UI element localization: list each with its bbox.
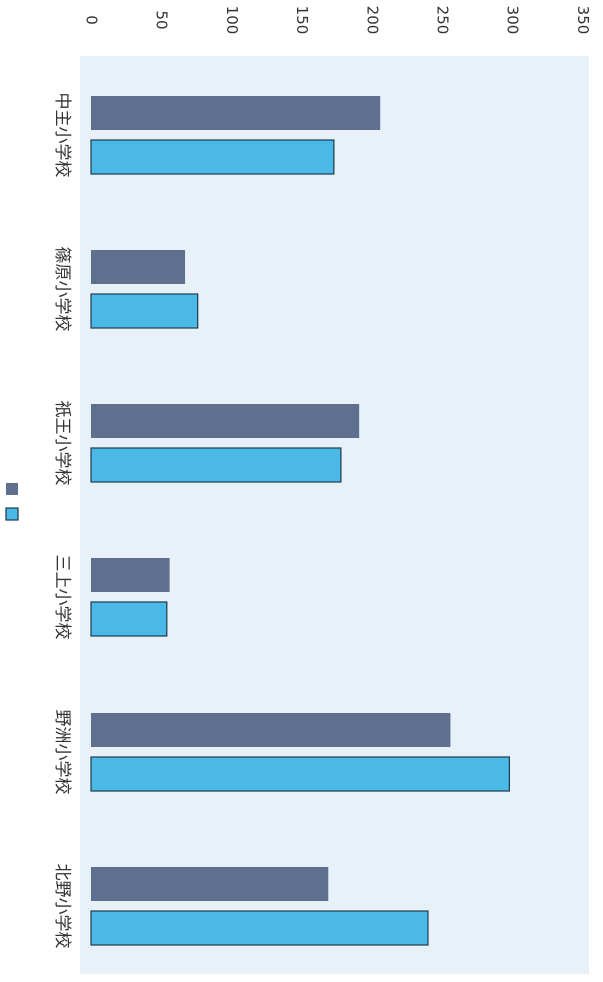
value-tick-label: 0 [83, 15, 101, 25]
value-tick-label: 150 [293, 6, 311, 35]
value-axis: 0 50 100 150 200 250 300 350 [83, 6, 592, 35]
legend-swatch-series2 [5, 507, 19, 521]
value-tick-label: 100 [223, 6, 241, 35]
legend [5, 483, 19, 521]
value-tick-label: 300 [504, 6, 522, 35]
value-tick-label: 200 [363, 6, 381, 35]
legend-swatch-series1 [6, 483, 18, 495]
bar-series1-cat6 [91, 867, 329, 901]
bar-series2-cat4 [90, 601, 168, 637]
category-label: 中主小学校 [52, 93, 72, 178]
category-label: 北野小学校 [52, 864, 72, 949]
bar-series1-cat2 [91, 250, 186, 284]
bar-series2-cat2 [90, 293, 199, 329]
category-label: 篠原小学校 [52, 247, 72, 332]
value-tick-label: 350 [574, 6, 592, 35]
bar-series1-cat3 [91, 404, 360, 438]
category-label: 祇王小学校 [52, 401, 72, 486]
bar-series2-cat1 [90, 139, 335, 175]
bar-series1-cat5 [91, 713, 451, 747]
bar-series1-cat1 [91, 96, 381, 130]
value-tick-label: 50 [153, 10, 171, 29]
value-tick-label: 250 [434, 6, 452, 35]
bars-group [90, 96, 510, 946]
category-label: 三上小学校 [52, 555, 72, 640]
plot-area [80, 56, 589, 974]
plot-background [80, 56, 589, 974]
bar-series2-cat3 [90, 447, 342, 483]
category-label: 野洲小学校 [52, 710, 72, 795]
bar-series2-cat5 [90, 756, 510, 792]
bar-series1-cat4 [91, 558, 170, 592]
bar-series2-cat6 [90, 910, 429, 946]
